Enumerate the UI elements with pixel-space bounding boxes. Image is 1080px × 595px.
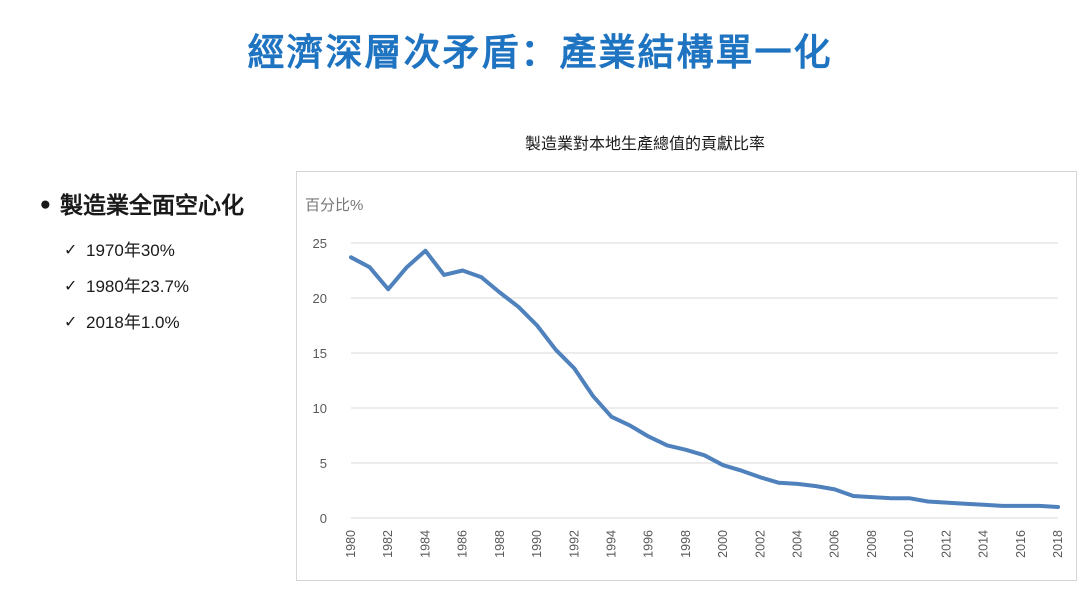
x-tick-label: 2000 <box>716 530 730 558</box>
checkmark-icon: ✓ <box>64 242 78 259</box>
check-list: ✓ 1970年30% ✓ 1980年23.7% ✓ 2018年1.0% <box>64 233 278 341</box>
x-tick-label: 1992 <box>567 530 581 558</box>
chart-frame: 百分比% 0 5 10 15 20 25 1980 1982 1984 1986 1988 1990… <box>296 171 1077 581</box>
check-item: ✓ 1970年30% <box>64 233 278 269</box>
x-tick-label: 1990 <box>530 530 544 558</box>
x-tick-label: 1984 <box>418 530 432 558</box>
x-tick-label: 1988 <box>493 530 507 558</box>
checkmark-icon: ✓ <box>64 278 78 295</box>
y-tick-label: 20 <box>313 291 327 306</box>
x-tick-label: 2018 <box>1051 530 1065 558</box>
y-tick-label: 5 <box>320 456 327 471</box>
x-tick-label: 2004 <box>791 530 805 558</box>
check-item-text: 1980年23.7% <box>86 277 190 296</box>
x-tick-label: 2006 <box>828 530 842 558</box>
x-tick-label: 2012 <box>939 530 953 558</box>
x-tick-label: 1998 <box>679 530 693 558</box>
x-tick-label: 2010 <box>902 530 916 558</box>
bullet-main: • 製造業全面空心化 <box>38 188 278 225</box>
x-tick-label: 1986 <box>456 530 470 558</box>
x-tick-label: 1996 <box>642 530 656 558</box>
bullet-dot-icon: • <box>38 193 53 219</box>
checkmark-icon: ✓ <box>64 314 78 331</box>
chart-title: 製造業對本地生產總值的貢獻比率 <box>524 134 765 153</box>
line-chart: 百分比% 0 5 10 15 20 25 1980 1982 1984 1986 1988 1990… <box>305 197 1065 558</box>
y-tick-label: 15 <box>313 346 327 361</box>
x-tick-label: 2002 <box>753 530 767 558</box>
check-item-text: 2018年1.0% <box>86 313 180 332</box>
y-axis-label: 百分比% <box>305 197 363 214</box>
series-line <box>349 248 1060 509</box>
check-item: ✓ 1980年23.7% <box>64 269 278 305</box>
x-tick-label: 2008 <box>865 530 879 558</box>
check-item: ✓ 2018年1.0% <box>64 305 278 341</box>
slide-title: 經濟深層次矛盾：產業結構單一化 <box>247 31 833 74</box>
y-tick-label: 0 <box>320 511 327 526</box>
bullet-main-text: 製造業全面空心化 <box>60 193 244 219</box>
check-item-text: 1970年30% <box>86 241 175 260</box>
x-tick-label: 2014 <box>977 530 991 558</box>
x-tick-label: 1994 <box>604 530 618 558</box>
x-tick-label: 1982 <box>381 530 395 558</box>
x-tick-label: 2016 <box>1014 530 1028 558</box>
bullet-list: • 製造業全面空心化 ✓ 1970年30% ✓ 1980年23.7% ✓ 201… <box>38 188 278 341</box>
y-tick-label: 25 <box>313 236 327 251</box>
x-tick-label: 1980 <box>344 530 358 558</box>
y-tick-label: 10 <box>313 401 327 416</box>
